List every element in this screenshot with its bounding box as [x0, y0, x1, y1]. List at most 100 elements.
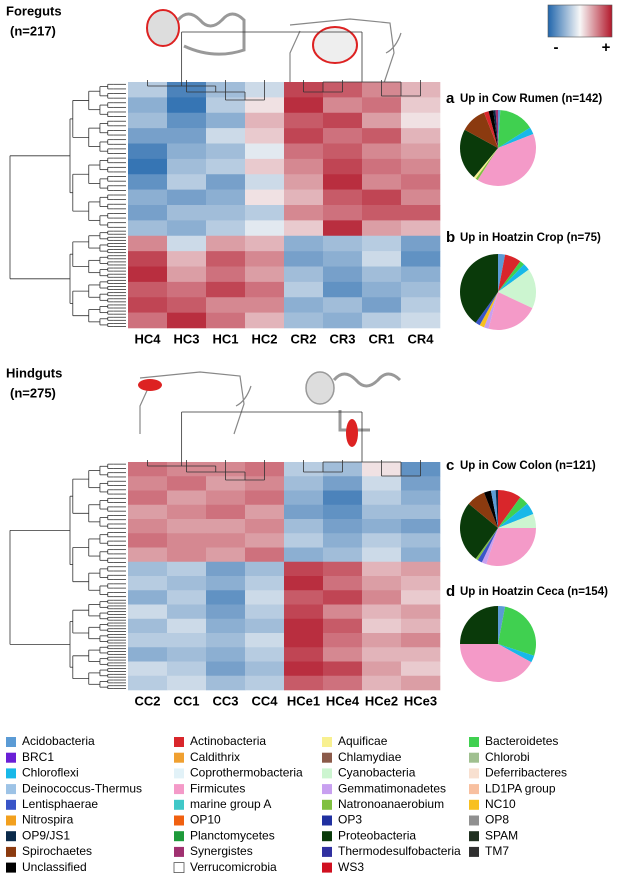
heatmap-cell: [362, 533, 402, 548]
heatmap-cell: [401, 576, 441, 591]
heatmap-cell: [167, 235, 207, 252]
heatmap-cell: [245, 297, 285, 313]
heatmap-cell: [206, 647, 246, 662]
pie-slice: [498, 514, 536, 528]
heatmap-cell: [245, 561, 285, 577]
column-label: CC2: [134, 693, 160, 708]
heatmap-cell: [401, 647, 441, 662]
heatmap-cell: [128, 519, 168, 534]
pie-slice: [481, 528, 498, 565]
heatmap-cell: [284, 281, 324, 298]
heatmap-cell: [401, 251, 441, 267]
legend-label: Chlamydiae: [338, 750, 402, 764]
heatmap-cell: [362, 220, 402, 237]
legend-label: SPAM: [485, 828, 518, 842]
heatmap-cell: [401, 189, 441, 206]
heatmap-cell: [167, 112, 207, 129]
heatmap-cell: [323, 561, 363, 577]
pie-letter: b: [446, 229, 455, 246]
heatmap-cell: [245, 519, 285, 534]
pie-title: Up in Cow Rumen (n=142): [460, 93, 602, 105]
heatmap-cell: [245, 128, 285, 144]
heatmap-cell: [284, 297, 324, 313]
heatmap-cell: [323, 504, 363, 520]
heatmap-cell: [284, 675, 324, 691]
legend-label: Cyanobacteria: [338, 766, 416, 780]
pie-slice: [460, 644, 532, 682]
heatmap-cell: [206, 189, 246, 206]
heatmap-cell: [323, 297, 363, 313]
heatmap-cell: [245, 547, 285, 563]
heatmap-cell: [401, 220, 441, 237]
pie-slice: [498, 269, 536, 309]
heatmap-cell: [128, 189, 168, 206]
heatmap-cell: [206, 633, 246, 648]
heatmap-cell: [284, 112, 324, 129]
legend-swatch: [322, 737, 332, 747]
heatmap-cell: [362, 266, 402, 283]
pie-slice: [498, 264, 529, 292]
legend-swatch: [6, 846, 16, 857]
color-key-low: -: [554, 39, 559, 56]
legend-label: Chloroflexi: [22, 766, 79, 780]
heatmap-cell: [206, 158, 246, 175]
heatmap-cell: [323, 251, 363, 267]
heatmap-cell: [362, 158, 402, 175]
heatmap-cell: [167, 547, 207, 563]
heatmap-cell: [206, 251, 246, 267]
legend-label: Spirochaetes: [22, 844, 92, 858]
heatmap-cell: [245, 112, 285, 129]
heatmap-cell: [245, 281, 285, 298]
column-label: HCe4: [326, 693, 360, 708]
pie-title: Up in Hoatzin Ceca (n=154): [460, 586, 608, 598]
heatmap-cell: [128, 112, 168, 129]
heatmap-cell: [401, 504, 441, 520]
legend-label: Gemmatimonadetes: [338, 781, 446, 795]
legend-swatch: [6, 737, 16, 747]
legend-swatch: [322, 768, 332, 779]
heatmap-cell: [323, 533, 363, 548]
legend-label: Lentisphaerae: [22, 797, 98, 811]
pie-slice: [498, 644, 535, 663]
heatmap-cell: [128, 235, 168, 252]
heatmap-cell: [206, 220, 246, 237]
heatmap-cell: [128, 476, 168, 491]
heatmap-cell: [284, 189, 324, 206]
heatmap-cell: [167, 312, 207, 329]
heatmap-cell: [167, 647, 207, 662]
heatmap-cell: [401, 618, 441, 634]
heatmap-cell: [167, 220, 207, 237]
pie-slice: [488, 110, 498, 148]
heatmap-cell: [206, 235, 246, 252]
pie-letter: d: [446, 583, 455, 600]
pie-slice: [460, 129, 498, 178]
heatmap-cell: [167, 504, 207, 520]
heatmap-cell: [128, 504, 168, 520]
legend-label: Proteobacteria: [338, 828, 416, 842]
heatmap-cell: [245, 312, 285, 329]
heatmap-cell: [362, 281, 402, 298]
heatmap-cell: [167, 604, 207, 620]
heatmap-cell: [245, 647, 285, 662]
heatmap-cell: [401, 533, 441, 548]
legend-label: OP8: [485, 813, 509, 827]
heatmap-cell: [245, 189, 285, 206]
heatmap-cell: [401, 205, 441, 221]
heatmap-cell: [128, 533, 168, 548]
heatmap-cell: [401, 128, 441, 144]
legend-label: Synergistes: [190, 844, 253, 858]
heatmap-cell: [167, 519, 207, 534]
heatmap-cell: [128, 312, 168, 329]
heatmap-cell: [245, 576, 285, 591]
heatmap-cell: [167, 189, 207, 206]
heatmap-cell: [323, 675, 363, 691]
heatmap-cell: [128, 220, 168, 237]
heatmap-cell: [284, 143, 324, 160]
heatmap-cell: [362, 128, 402, 144]
column-label: HC3: [173, 331, 199, 346]
pie-slice: [477, 134, 536, 186]
heatmap-cell: [128, 561, 168, 577]
legend-label: LD1PA group: [485, 781, 556, 795]
heatmap-cell: [206, 519, 246, 534]
heatmap-cell: [206, 281, 246, 298]
